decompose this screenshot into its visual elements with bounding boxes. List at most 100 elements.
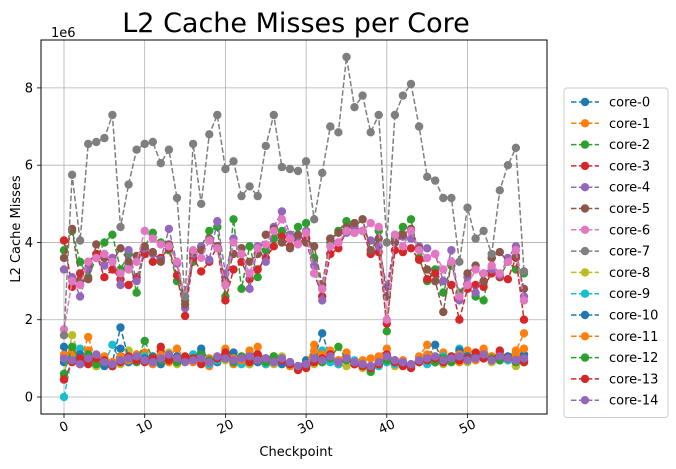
- legend-label: core-0: [609, 96, 650, 111]
- data-point: [149, 138, 157, 146]
- data-point: [367, 354, 375, 362]
- data-point: [326, 352, 334, 360]
- data-point: [221, 281, 229, 289]
- data-point: [278, 163, 286, 171]
- data-point: [399, 358, 407, 366]
- plot-series: [60, 53, 528, 401]
- legend-label: core-2: [609, 138, 650, 153]
- data-point: [471, 265, 479, 273]
- data-point: [157, 258, 165, 266]
- data-point: [350, 229, 358, 237]
- data-point: [334, 128, 342, 136]
- data-point: [431, 176, 439, 184]
- y-tick-label: 4: [25, 236, 33, 251]
- data-point: [141, 140, 149, 148]
- y-tick-label: 6: [25, 159, 33, 174]
- data-point: [342, 227, 350, 235]
- data-point: [407, 244, 415, 252]
- data-point: [108, 111, 116, 119]
- data-point: [270, 358, 278, 366]
- data-point: [237, 250, 245, 258]
- data-point: [68, 343, 76, 351]
- data-point: [262, 240, 270, 248]
- data-point: [294, 240, 302, 248]
- data-point: [447, 258, 455, 266]
- data-point: [310, 346, 318, 354]
- data-point: [294, 362, 302, 370]
- y-tick-label: 0: [25, 391, 33, 406]
- data-point: [407, 80, 415, 88]
- data-point: [479, 296, 487, 304]
- data-point: [197, 354, 205, 362]
- data-point: [205, 256, 213, 264]
- data-point: [383, 352, 391, 360]
- data-point: [286, 165, 294, 173]
- data-point: [68, 331, 76, 339]
- data-point: [165, 242, 173, 250]
- data-point: [165, 225, 173, 233]
- data-point: [157, 343, 165, 351]
- data-point: [488, 250, 496, 258]
- data-point: [197, 200, 205, 208]
- data-point: [173, 258, 181, 266]
- data-point: [479, 269, 487, 277]
- data-point: [205, 227, 213, 235]
- data-point: [278, 215, 286, 223]
- data-point: [108, 231, 116, 239]
- data-point: [132, 289, 140, 297]
- data-point: [479, 227, 487, 235]
- data-point: [124, 258, 132, 266]
- data-point: [245, 285, 253, 293]
- data-point: [270, 111, 278, 119]
- data-point: [60, 331, 68, 339]
- data-point: [463, 269, 471, 277]
- data-point: [116, 345, 124, 353]
- data-point: [334, 238, 342, 246]
- data-point: [358, 215, 366, 223]
- data-point: [68, 171, 76, 179]
- data-point: [141, 227, 149, 235]
- data-point: [391, 246, 399, 254]
- data-point: [334, 229, 342, 237]
- data-point: [100, 134, 108, 142]
- data-point: [68, 356, 76, 364]
- data-point: [463, 356, 471, 364]
- data-point: [423, 265, 431, 273]
- data-point: [60, 354, 68, 362]
- data-point: [116, 223, 124, 231]
- data-point: [423, 275, 431, 283]
- data-point: [294, 231, 302, 239]
- data-point: [149, 258, 157, 266]
- legend-label: core-7: [609, 245, 650, 260]
- legend-marker: [581, 353, 589, 361]
- data-point: [116, 281, 124, 289]
- data-point: [479, 277, 487, 285]
- data-point: [229, 265, 237, 273]
- legend-marker: [581, 162, 589, 170]
- data-point: [237, 285, 245, 293]
- y-tick-label: 2: [25, 313, 33, 328]
- data-point: [189, 246, 197, 254]
- data-point: [367, 246, 375, 254]
- data-point: [310, 242, 318, 250]
- legend-marker: [581, 396, 589, 404]
- data-point: [254, 244, 262, 252]
- data-point: [132, 352, 140, 360]
- data-point: [189, 140, 197, 148]
- data-point: [157, 240, 165, 248]
- data-point: [447, 194, 455, 202]
- data-point: [197, 267, 205, 275]
- data-point: [391, 231, 399, 239]
- data-point: [149, 358, 157, 366]
- data-point: [520, 345, 528, 353]
- data-point: [76, 281, 84, 289]
- data-point: [60, 393, 68, 401]
- data-point: [213, 244, 221, 252]
- data-point: [92, 254, 100, 262]
- data-point: [471, 289, 479, 297]
- data-point: [213, 352, 221, 360]
- data-point: [60, 343, 68, 351]
- data-point: [262, 258, 270, 266]
- data-point: [423, 244, 431, 252]
- data-point: [350, 358, 358, 366]
